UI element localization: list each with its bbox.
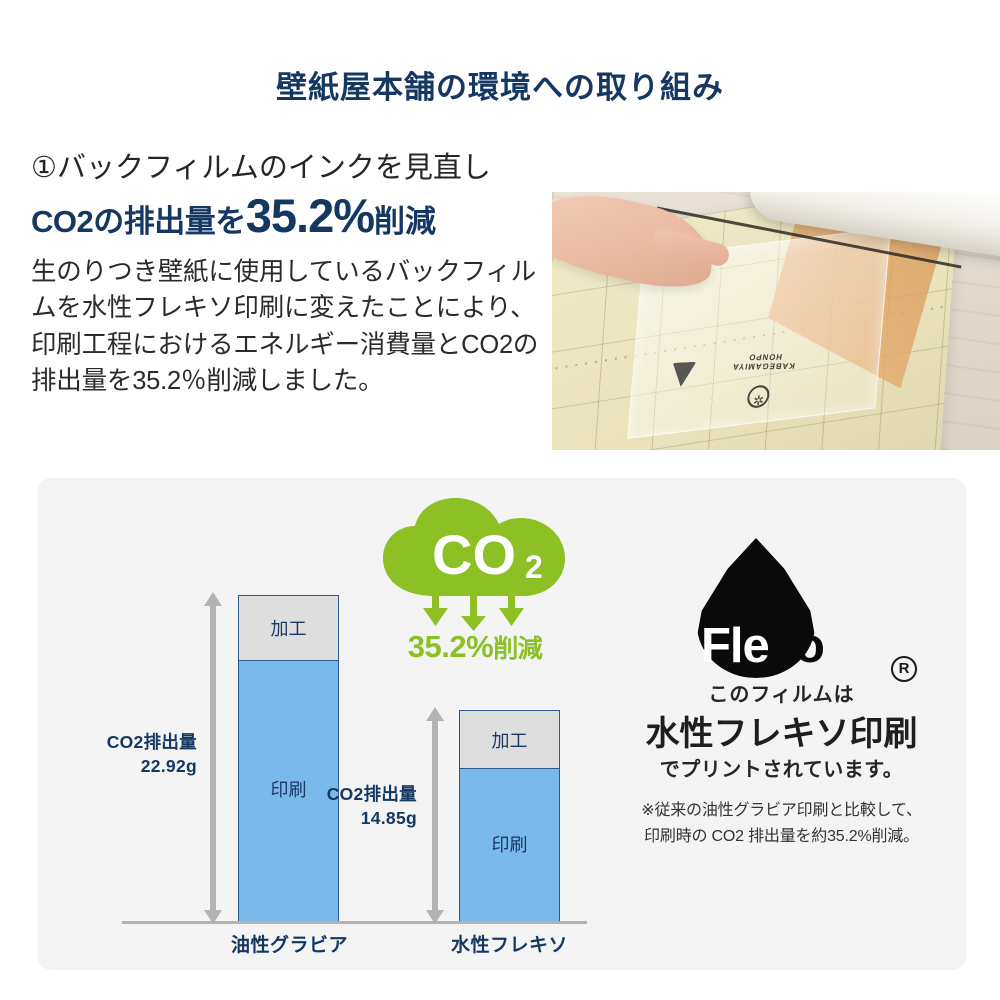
flexo-note-line2: 印刷時の CO2 排出量を約35.2%削減。 — [644, 828, 919, 846]
highlight-number: 35.2% — [245, 189, 375, 243]
info-panel: CO2排出量 22.92g 加工 印刷 油性グラビア CO2排出量 14.85g… — [37, 478, 966, 970]
co2-cloud-icon: CO 2 — [383, 498, 565, 631]
highlight-prefix: CO2の排出量を — [31, 204, 246, 240]
bar-flexo-processing-label: 加工 — [491, 731, 528, 751]
gravure-total-value: 22.92g — [140, 755, 197, 776]
flexo-line2: 水性フレキソ印刷 — [645, 715, 918, 753]
flexo-total-value: 14.85g — [360, 807, 417, 828]
flexo-note-line1: ※従来の油性グラビア印刷と比較して、 — [641, 802, 922, 819]
photo-film-text: KABEGAMIYA HONPO — [731, 352, 796, 372]
svg-text:2: 2 — [525, 549, 543, 585]
bar-gravure-printing-label: 印刷 — [270, 780, 307, 800]
dimension-arrow-head-up-icon — [426, 707, 444, 721]
co2-reduction-text: 35.2%削減 — [375, 629, 575, 665]
chart-baseline — [122, 921, 587, 924]
dimension-arrow-shaft — [210, 602, 216, 914]
flexo-line3: でプリントされています。 — [659, 759, 904, 781]
category-label-flexo: 水性フレキソ — [450, 935, 568, 956]
gravure-total-label: CO2排出量 22.92g — [75, 731, 197, 778]
bar-flexo-printing-label: 印刷 — [491, 835, 528, 855]
flexo-wordmark: Flexo — [701, 619, 825, 673]
dimension-arrow-shaft — [432, 717, 438, 914]
co2-bar-chart: CO2排出量 22.92g 加工 印刷 油性グラビア CO2排出量 14.85g… — [37, 478, 597, 970]
bar-gravure-processing-label: 加工 — [270, 619, 307, 639]
flexo-wordmark-white: Fle — [701, 619, 770, 673]
co2-reduction-badge: CO 2 35.2%削減 — [375, 496, 575, 686]
flexo-wordmark-black: xo — [768, 619, 825, 673]
photo-film-logo-icon — [746, 384, 771, 410]
dimension-arrow-head-up-icon — [204, 592, 222, 606]
bar-gravure-processing: 加工 — [238, 595, 339, 661]
co2-reduction-suffix: 削減 — [493, 635, 543, 663]
bar-flexo-processing: 加工 — [459, 710, 560, 769]
intro-heading: ①バックフィルムのインクを見直し — [31, 152, 491, 184]
intro-block: ①バックフィルムのインクを見直し CO2の排出量を 35.2% 削減 生のりつき… — [31, 150, 551, 399]
bar-flexo-printing: 印刷 — [459, 768, 560, 922]
flexo-line1: このフィルムは — [708, 684, 855, 706]
co2-reduction-number: 35.2% — [407, 629, 494, 664]
intro-highlight: CO2の排出量を 35.2% 削減 — [31, 192, 551, 241]
page-title: 壁紙屋本舗の環境への取り組み — [276, 70, 724, 105]
dimension-arrow-flexo — [426, 707, 444, 924]
gravure-total-title: CO2排出量 — [106, 732, 197, 752]
wallpaper-film-photo: KABEGAMIYA HONPO — [552, 192, 1000, 450]
svg-text:CO: CO — [432, 523, 516, 586]
highlight-suffix: 削減 — [374, 204, 437, 240]
category-label-gravure: 油性グラビア — [230, 935, 348, 956]
intro-body: 生のりつき壁紙に使用しているバックフィルムを水性フレキソ印刷に変えたことにより、… — [31, 258, 539, 395]
flexo-total-title: CO2排出量 — [326, 784, 417, 804]
flexo-note: ※従来の油性グラビア印刷と比較して、 印刷時の CO2 排出量を約35.2%削減… — [597, 798, 966, 851]
flexo-info-block: Flexo R このフィルムは 水性フレキソ印刷 でプリントされています。 ※従… — [597, 478, 966, 970]
flexo-total-label: CO2排出量 14.85g — [295, 783, 417, 830]
photo-film-badge-icon — [669, 362, 696, 388]
dimension-arrow-gravure — [204, 592, 222, 924]
registered-trademark-icon: R — [891, 656, 917, 682]
flexo-logo: Flexo R — [655, 538, 917, 688]
